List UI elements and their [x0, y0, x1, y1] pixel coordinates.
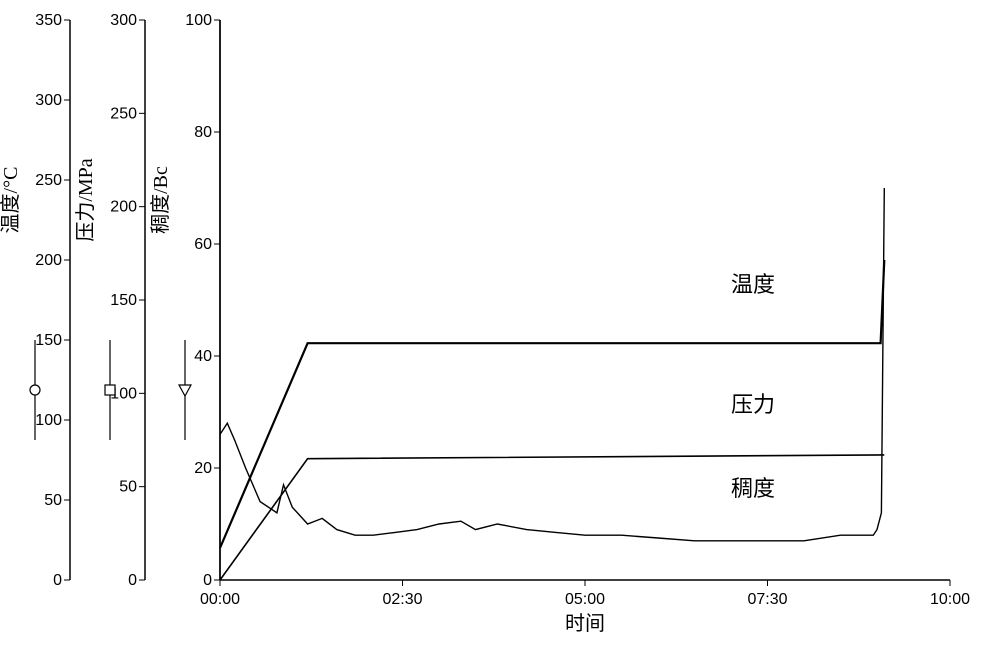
y-tick-label: 80: [194, 124, 212, 141]
y-tick-label: 0: [128, 572, 137, 589]
x-axis-title: 时间: [565, 612, 605, 635]
x-tick-label: 07:30: [747, 591, 787, 608]
y-tick-label: 200: [110, 199, 137, 216]
y-axis-title-1: 压力/MPa: [74, 158, 97, 241]
y-tick-label: 0: [53, 572, 62, 589]
y-tick-label: 40: [194, 348, 212, 365]
y-axis-title-0: 温度/°C: [0, 167, 22, 234]
y-tick-label: 100: [35, 412, 62, 429]
y-tick-label: 150: [35, 332, 62, 349]
y-tick-label: 50: [44, 492, 62, 509]
chart-svg: 050100150200250300350温度/°C05010015020025…: [0, 0, 1000, 656]
y-tick-label: 200: [35, 252, 62, 269]
series-温度: [220, 260, 884, 548]
series-稠度: [220, 188, 884, 541]
series-压力: [220, 455, 884, 580]
series-label-压力: 压力: [731, 392, 775, 417]
series-label-温度: 温度: [731, 272, 775, 297]
x-tick-label: 02:30: [382, 591, 422, 608]
x-tick-label: 05:00: [565, 591, 605, 608]
legend-marker-circle: [30, 385, 40, 395]
y-tick-label: 150: [110, 292, 137, 309]
y-tick-label: 0: [203, 572, 212, 589]
y-tick-label: 20: [194, 460, 212, 477]
x-tick-label: 10:00: [930, 591, 970, 608]
chart-container: 050100150200250300350温度/°C05010015020025…: [0, 0, 1000, 656]
y-tick-label: 300: [35, 92, 62, 109]
y-tick-label: 350: [35, 12, 62, 29]
x-tick-label: 00:00: [200, 591, 240, 608]
y-tick-label: 50: [119, 479, 137, 496]
y-tick-label: 300: [110, 12, 137, 29]
y-tick-label: 100: [185, 12, 212, 29]
legend-marker-triangle: [179, 385, 191, 396]
legend-marker-square: [105, 385, 115, 395]
y-tick-label: 250: [35, 172, 62, 189]
y-tick-label: 250: [110, 105, 137, 122]
y-tick-label: 60: [194, 236, 212, 253]
y-axis-title-2: 稠度/Bc: [149, 166, 172, 234]
series-label-稠度: 稠度: [731, 476, 775, 501]
